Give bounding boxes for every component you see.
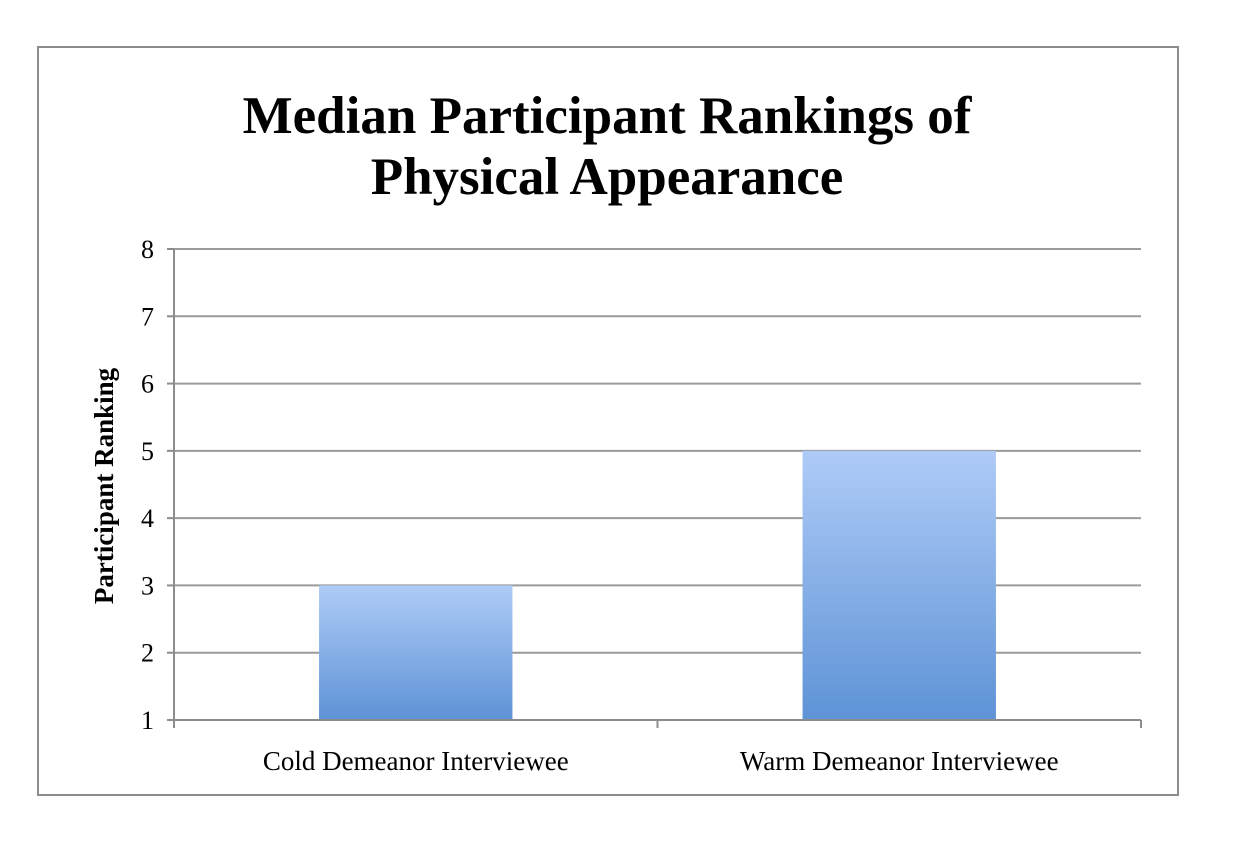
chart-title-line-1: Median Participant Rankings of [242, 87, 972, 145]
y-tick-label: 3 [141, 571, 154, 600]
y-tick-label: 4 [141, 504, 154, 533]
bar-1 [319, 585, 513, 720]
bars [319, 450, 996, 720]
y-axis-title: Participant Ranking [89, 367, 119, 604]
labels: 1 2 3 4 5 6 7 8 Cold Demeanor Interviewee Warm De… [141, 235, 1059, 776]
y-tick-label: 5 [141, 437, 154, 466]
bar-2 [802, 450, 996, 720]
x-category-label: Cold Demeanor Interviewee [263, 746, 569, 776]
y-tick-label: 8 [141, 235, 154, 264]
chart-title: Median Participant Rankings of Physical … [0, 86, 1214, 208]
chart-title-line-2: Physical Appearance [370, 148, 844, 206]
y-tick-label: 1 [141, 706, 154, 735]
x-category-label: Warm Demeanor Interviewee [740, 746, 1059, 776]
y-tick-label: 7 [141, 302, 154, 331]
y-tick-label: 2 [141, 639, 154, 668]
y-tick-label: 6 [141, 370, 154, 399]
axes [167, 248, 1142, 728]
